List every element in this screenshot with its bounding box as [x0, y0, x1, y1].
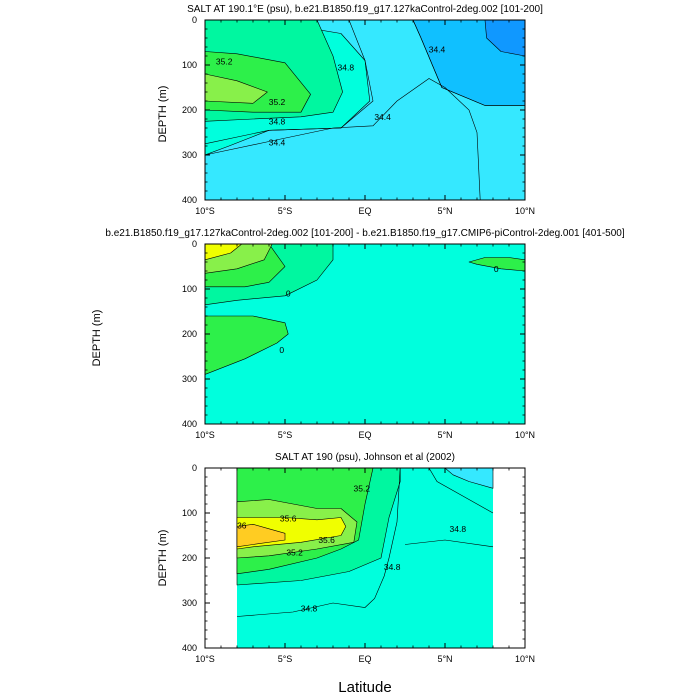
x-tick-label: 5°S — [278, 206, 293, 216]
x-tick-label: 10°S — [195, 654, 215, 664]
contour-line — [205, 20, 374, 145]
y-tick-label: 0 — [192, 463, 197, 473]
contour-region — [236, 523, 286, 548]
y-tick-label: 100 — [182, 60, 197, 70]
x-tick-label: 10°S — [195, 430, 215, 440]
x-tick-label: 5°N — [437, 654, 452, 664]
panel-middle-title: b.e21.B1850.f19_g17.127kaControl-2deg.00… — [105, 228, 624, 239]
panel-middle-ylabel: DEPTH (m) — [91, 310, 103, 367]
y-tick-label: 0 — [192, 15, 197, 25]
contour-label: 0 — [494, 264, 499, 274]
x-tick-label: 10°N — [515, 206, 535, 216]
panel-bottom-contour-labels: 35.2 35.6 36 35.6 35.2 34.8 34.8 34.8 — [237, 483, 466, 613]
contour-label: 0 — [279, 345, 284, 355]
y-tick-label: 400 — [182, 419, 197, 429]
contour-line — [205, 78, 481, 200]
panel-top-contour-labels: 35.2 35.2 34.8 34.4 34.8 34.4 34.4 — [216, 44, 446, 147]
contour-label: 35.6 — [280, 513, 297, 523]
panel-bottom-ylabel: DEPTH (m) — [157, 530, 169, 587]
y-tick-label: 400 — [182, 195, 197, 205]
y-tick-label: 300 — [182, 374, 197, 384]
x-tick-label: 5°S — [278, 654, 293, 664]
x-tick-label: EQ — [358, 654, 371, 664]
contour-label: 34.8 — [450, 524, 467, 534]
panel-top-title: SALT AT 190.1°E (psu), b.e21.B1850.f19_g… — [187, 4, 543, 15]
contour-label: 35.2 — [286, 548, 303, 558]
contour-label: 34.4 — [429, 44, 446, 54]
x-tick-label: 5°N — [437, 206, 452, 216]
contour-label: 34.8 — [338, 62, 355, 72]
y-tick-label: 200 — [182, 553, 197, 563]
panel-top-lines — [205, 20, 525, 200]
panel-bottom: SALT AT 190 (psu), Johnson et al (2002) … — [157, 452, 535, 664]
y-tick-label: 100 — [182, 284, 197, 294]
contour-line — [428, 468, 494, 514]
x-tick-label: 10°N — [515, 430, 535, 440]
contour-label: 34.4 — [269, 137, 286, 147]
panel-bottom-axes: 10°S 5°S EQ 5°N 10°N 0 100 200 300 400 — [182, 463, 535, 664]
y-tick-label: 200 — [182, 329, 197, 339]
contour-region — [205, 244, 243, 261]
contour-label: 34.8 — [301, 603, 318, 613]
contour-label: 34.8 — [384, 562, 401, 572]
panel-top-ylabel: DEPTH (m) — [157, 86, 169, 143]
panel-top-fill — [205, 20, 525, 200]
contour-label: 35.2 — [354, 483, 371, 493]
contour-line — [236, 468, 401, 617]
y-tick-label: 300 — [182, 150, 197, 160]
panel-middle-fill — [205, 244, 525, 424]
panel-top: SALT AT 190.1°E (psu), b.e21.B1850.f19_g… — [157, 4, 543, 216]
panel-top-axes: 10°S 5°S EQ 5°N 10°N 0 100 200 300 400 — [182, 15, 535, 216]
contour-label: 35.6 — [318, 535, 335, 545]
panel-bottom-lines — [236, 468, 494, 617]
x-tick-label: 10°S — [195, 206, 215, 216]
contour-label: 0 — [286, 289, 291, 299]
x-tick-label: EQ — [358, 430, 371, 440]
x-tick-label: 5°N — [437, 430, 452, 440]
contour-region — [205, 73, 268, 104]
contour-region — [468, 257, 525, 272]
x-tick-label: EQ — [358, 206, 371, 216]
x-tick-label: 5°S — [278, 430, 293, 440]
y-tick-label: 200 — [182, 105, 197, 115]
y-tick-label: 300 — [182, 598, 197, 608]
panel-middle-contour-labels: 0 0 0 — [279, 264, 498, 355]
panel-middle: b.e21.B1850.f19_g17.127kaControl-2deg.00… — [91, 228, 625, 440]
contour-label: 35.2 — [216, 56, 233, 66]
x-tick-label: 10°N — [515, 654, 535, 664]
contour-region — [444, 468, 494, 489]
contour-label: 36 — [237, 521, 247, 531]
y-tick-label: 100 — [182, 508, 197, 518]
contour-label: 34.8 — [269, 116, 286, 126]
contour-line — [412, 20, 525, 106]
y-tick-label: 400 — [182, 643, 197, 653]
contour-region — [205, 315, 289, 375]
contour-label: 34.4 — [374, 112, 391, 122]
figure-xlabel: Latitude — [338, 679, 391, 696]
panel-bottom-title: SALT AT 190 (psu), Johnson et al (2002) — [275, 452, 455, 463]
contour-region — [484, 20, 525, 57]
panel-middle-axes: 10°S 5°S EQ 5°N 10°N 0 100 200 300 400 — [182, 239, 535, 440]
contour-line — [404, 539, 494, 548]
y-tick-label: 0 — [192, 239, 197, 249]
panel-bottom-fill — [236, 468, 494, 648]
contour-label: 35.2 — [269, 97, 286, 107]
